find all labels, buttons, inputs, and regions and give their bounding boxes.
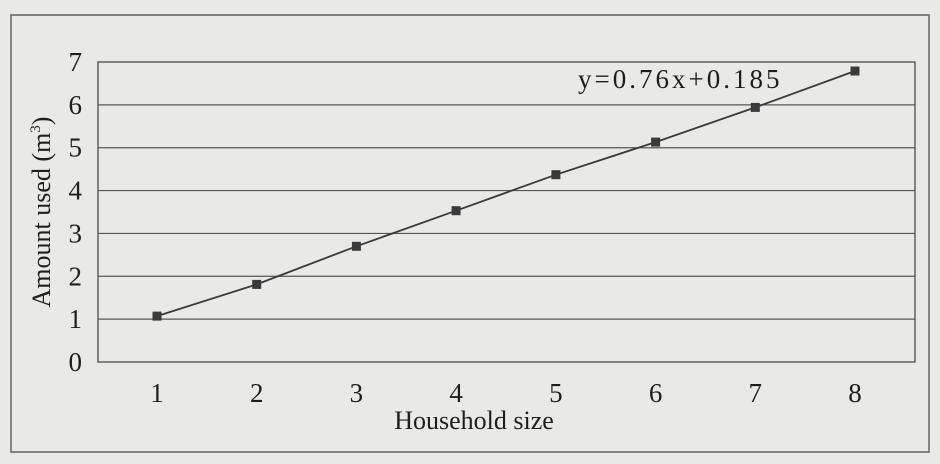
y-axis-label: Amount used (m3): [27, 117, 56, 308]
gridlines: [98, 104, 915, 320]
y-tick-label: 7: [69, 47, 83, 77]
y-tick-label: 5: [69, 133, 83, 163]
data-points: [152, 66, 860, 321]
data-point: [252, 279, 262, 289]
data-point: [551, 170, 561, 180]
x-axis-label: Household size: [394, 406, 554, 435]
figure-border: [10, 14, 930, 453]
equation-annotation: y=0.76x+0.185: [578, 64, 782, 94]
y-tick-label: 6: [69, 90, 83, 120]
data-point: [750, 102, 760, 112]
data-point: [651, 137, 661, 147]
y-tick-label: 4: [69, 176, 83, 206]
data-point: [451, 206, 461, 216]
y-tick-label: 1: [69, 304, 83, 334]
y-tick-label: 0: [69, 347, 83, 377]
x-axis-tick-labels: 1 2 3 4 5 6 7 8: [150, 378, 862, 408]
x-tick-label: 5: [549, 378, 563, 408]
x-tick-label: 1: [150, 378, 164, 408]
x-tick-label: 2: [250, 378, 264, 408]
y-tick-label: 3: [69, 218, 83, 248]
x-tick-label: 8: [848, 378, 862, 408]
x-tick-label: 4: [449, 378, 463, 408]
data-point: [152, 311, 162, 321]
y-axis-tick-labels: 0 1 2 3 4 5 6 7: [69, 47, 83, 377]
data-point: [351, 241, 361, 251]
series-line: [156, 70, 856, 317]
x-tick-label: 3: [350, 378, 364, 408]
data-point: [850, 66, 860, 76]
plot-area: [97, 61, 916, 363]
x-tick-label: 6: [649, 378, 663, 408]
x-tick-label: 7: [749, 378, 763, 408]
y-tick-label: 2: [69, 261, 83, 291]
